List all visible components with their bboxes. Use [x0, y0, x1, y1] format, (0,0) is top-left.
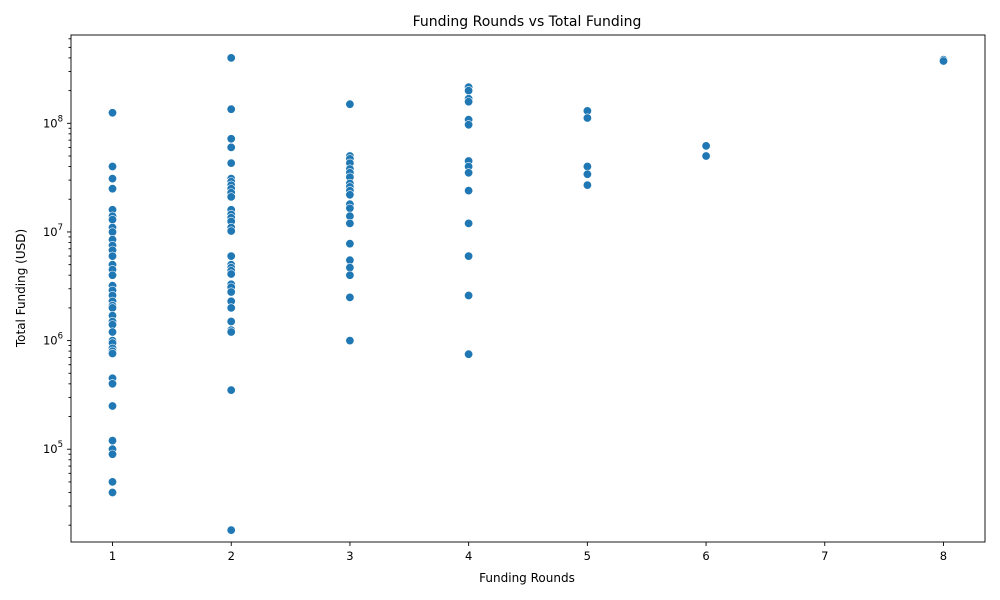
- scatter-point-85: [345, 218, 355, 228]
- x-tick-label: 4: [465, 549, 472, 563]
- scatter-point-30: [108, 348, 118, 358]
- scatter-point-65: [226, 303, 236, 313]
- scatter-point-91: [345, 336, 355, 346]
- scatter-point-97: [464, 120, 474, 130]
- scatter-point-34: [108, 436, 118, 446]
- scatter-point-55: [226, 226, 236, 236]
- scatter-point-100: [464, 168, 474, 178]
- scatter-point-32: [108, 379, 118, 389]
- scatter-point-90: [345, 292, 355, 302]
- scatter-point-108: [582, 162, 592, 172]
- y-axis-ticks: 105 106 107 108: [43, 114, 71, 456]
- x-tick-label: 2: [228, 549, 235, 563]
- scatter-point-112: [701, 151, 711, 161]
- scatter-point-0: [108, 108, 118, 118]
- scatter-point-49: [226, 192, 236, 202]
- scatter-point-38: [108, 487, 118, 497]
- scatter-point-3: [108, 184, 118, 194]
- scatter-point-12: [108, 251, 118, 261]
- scatter-point-39: [226, 53, 236, 63]
- scatter-point-69: [226, 385, 236, 395]
- scatter-point-21: [108, 303, 118, 313]
- scatter-point-104: [464, 290, 474, 300]
- scatter-point-1: [108, 162, 118, 172]
- scatter-point-63: [226, 287, 236, 297]
- scatter-point-15: [108, 270, 118, 280]
- scatter-point-36: [108, 449, 118, 459]
- scatter-point-71: [345, 99, 355, 109]
- scatter-point-114: [938, 56, 948, 66]
- scatter-point-105: [464, 349, 474, 359]
- y-axis-minor-ticks: [68, 38, 71, 526]
- y-tick-label: 108: [43, 114, 63, 130]
- scatter-point-42: [226, 142, 236, 152]
- scatter-point-88: [345, 263, 355, 273]
- scatter-point-37: [108, 477, 118, 487]
- scatter-point-109: [582, 169, 592, 179]
- x-axis-ticks: 1 2 3 4 5 6 7 8: [109, 542, 947, 563]
- scatter-point-81: [345, 190, 355, 200]
- x-tick-label: 8: [940, 549, 947, 563]
- scatter-point-25: [108, 327, 118, 337]
- scatter-point-33: [108, 401, 118, 411]
- scatter-point-89: [345, 270, 355, 280]
- points-layer: [108, 53, 948, 535]
- scatter-point-56: [226, 251, 236, 261]
- y-tick-label: 105: [43, 440, 63, 456]
- y-tick-label: 107: [43, 223, 63, 239]
- scatter-point-6: [108, 215, 118, 225]
- scatter-point-110: [582, 180, 592, 190]
- chart-title: Funding Rounds vs Total Funding: [413, 14, 642, 30]
- plot-frame: [70, 34, 986, 543]
- scatter-point-2: [108, 174, 118, 184]
- scatter-point-111: [701, 141, 711, 151]
- y-tick-label: 106: [43, 332, 63, 348]
- scatter-point-83: [345, 203, 355, 213]
- scatter-point-41: [226, 134, 236, 144]
- scatter-point-43: [226, 158, 236, 168]
- scatter-point-107: [582, 113, 592, 123]
- scatter-point-8: [108, 227, 118, 237]
- scatter-point-40: [226, 104, 236, 114]
- x-tick-label: 7: [821, 549, 828, 563]
- x-tick-label: 5: [584, 549, 591, 563]
- x-tick-label: 1: [109, 549, 116, 563]
- scatter-point-70: [226, 525, 236, 535]
- scatter-point-102: [464, 218, 474, 228]
- y-axis-label: Total Funding (USD): [14, 229, 28, 348]
- scatter-point-60: [226, 269, 236, 279]
- scatter-point-93: [464, 86, 474, 96]
- x-tick-label: 6: [702, 549, 709, 563]
- scatter-point-103: [464, 251, 474, 261]
- x-axis-label: Funding Rounds: [479, 571, 575, 585]
- scatter-point-66: [226, 316, 236, 326]
- scatter-point-101: [464, 186, 474, 196]
- scatter-point-86: [345, 239, 355, 249]
- scatter-point-68: [226, 327, 236, 337]
- x-tick-label: 3: [346, 549, 353, 563]
- scatter-point-95: [464, 97, 474, 107]
